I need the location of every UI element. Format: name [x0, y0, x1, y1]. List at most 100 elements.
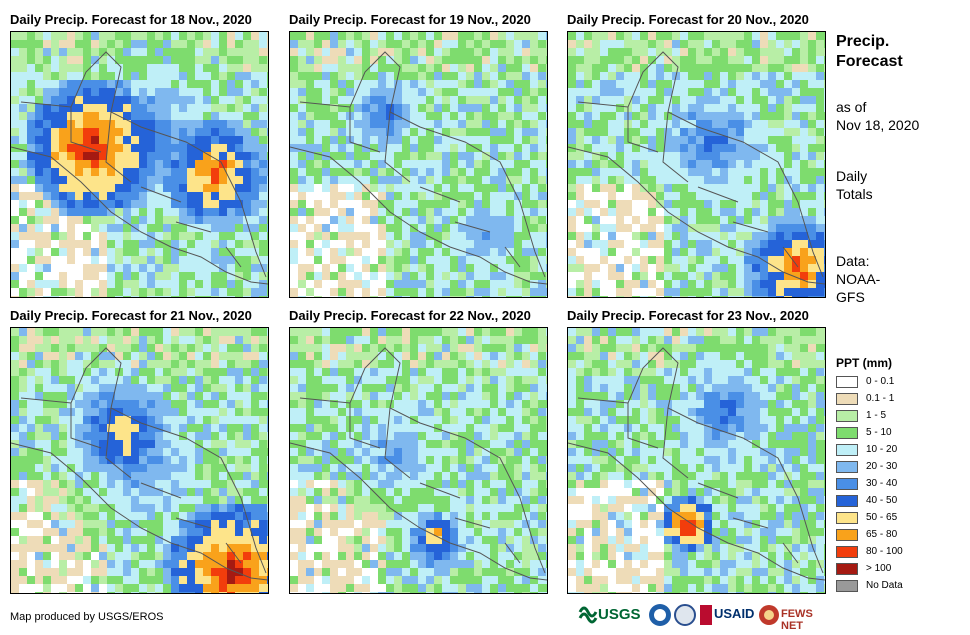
precip-cell	[267, 248, 268, 256]
precip-cell	[211, 528, 219, 536]
precip-cell	[450, 352, 458, 360]
precip-cell	[506, 104, 514, 112]
precip-cell	[656, 184, 664, 192]
precip-cell	[171, 592, 179, 593]
precip-cell	[139, 424, 147, 432]
precip-cell	[243, 136, 251, 144]
precip-cell	[624, 240, 632, 248]
precip-cell	[824, 256, 825, 264]
precip-cell	[179, 472, 187, 480]
precip-cell	[187, 440, 195, 448]
precip-cell	[370, 40, 378, 48]
precip-cell	[442, 368, 450, 376]
precip-cell	[482, 408, 490, 416]
precip-cell	[792, 40, 800, 48]
precip-cell	[474, 296, 482, 297]
precip-cell	[584, 240, 592, 248]
precip-cell	[640, 296, 648, 297]
precip-cell	[434, 416, 442, 424]
precip-cell	[530, 424, 538, 432]
precip-cell	[83, 96, 91, 104]
precip-cell	[243, 80, 251, 88]
precip-cell	[370, 200, 378, 208]
precip-cell	[99, 560, 107, 568]
forecast-map-2	[289, 31, 548, 298]
precip-cell	[816, 248, 824, 256]
precip-cell	[410, 336, 418, 344]
precip-cell	[243, 88, 251, 96]
precip-cell	[227, 96, 235, 104]
precip-cell	[354, 272, 362, 280]
precip-cell	[235, 344, 243, 352]
precip-cell	[99, 296, 107, 297]
precip-cell	[227, 128, 235, 136]
precip-cell	[123, 32, 131, 40]
precip-cell	[35, 408, 43, 416]
precip-cell	[298, 168, 306, 176]
precip-cell	[187, 72, 195, 80]
precip-cell	[784, 296, 792, 297]
precip-cell	[434, 32, 442, 40]
precip-cell	[211, 496, 219, 504]
precip-cell	[235, 464, 243, 472]
precip-cell	[474, 216, 482, 224]
precip-cell	[179, 56, 187, 64]
precip-cell	[195, 96, 203, 104]
precip-cell	[704, 176, 712, 184]
precip-cell	[466, 64, 474, 72]
precip-cell	[688, 184, 696, 192]
precip-cell	[386, 64, 394, 72]
precip-cell	[482, 128, 490, 136]
precip-cell	[784, 160, 792, 168]
precip-cell	[680, 248, 688, 256]
precip-cell	[163, 384, 171, 392]
precip-cell	[418, 160, 426, 168]
precip-cell	[115, 384, 123, 392]
precip-cell	[306, 120, 314, 128]
precip-cell	[67, 360, 75, 368]
precip-cell	[203, 544, 211, 552]
precip-cell	[546, 392, 547, 400]
precip-cell	[290, 120, 298, 128]
precip-cell	[490, 392, 498, 400]
precip-cell	[139, 112, 147, 120]
precip-cell	[824, 200, 825, 208]
precip-cell	[434, 88, 442, 96]
precip-cell	[27, 144, 35, 152]
precip-cell	[370, 184, 378, 192]
precip-cell	[744, 208, 752, 216]
precip-cell	[298, 208, 306, 216]
precip-cell	[632, 56, 640, 64]
precip-cell	[624, 96, 632, 104]
precip-cell	[19, 392, 27, 400]
precip-cell	[482, 280, 490, 288]
precip-cell	[115, 40, 123, 48]
precip-cell	[434, 256, 442, 264]
precip-cell	[235, 48, 243, 56]
precip-cell	[434, 336, 442, 344]
precip-cell	[259, 472, 267, 480]
precip-cell	[27, 72, 35, 80]
precip-cell	[99, 552, 107, 560]
precip-cell	[267, 416, 268, 424]
precip-cell	[11, 360, 19, 368]
precip-cell	[235, 520, 243, 528]
precip-cell	[760, 120, 768, 128]
precip-cell	[784, 96, 792, 104]
precip-cell	[498, 48, 506, 56]
precip-cell	[354, 96, 362, 104]
precip-cell	[450, 184, 458, 192]
precip-cell	[720, 264, 728, 272]
precip-cell	[522, 264, 530, 272]
precip-cell	[59, 168, 67, 176]
precip-cell	[59, 592, 67, 593]
precip-cell	[712, 144, 720, 152]
precip-cell	[43, 88, 51, 96]
precip-cell	[576, 256, 584, 264]
precip-cell	[530, 216, 538, 224]
precip-cell	[11, 64, 19, 72]
precip-cell	[322, 352, 330, 360]
precip-cell	[171, 240, 179, 248]
precip-cell	[522, 408, 530, 416]
precip-cell	[546, 360, 547, 368]
